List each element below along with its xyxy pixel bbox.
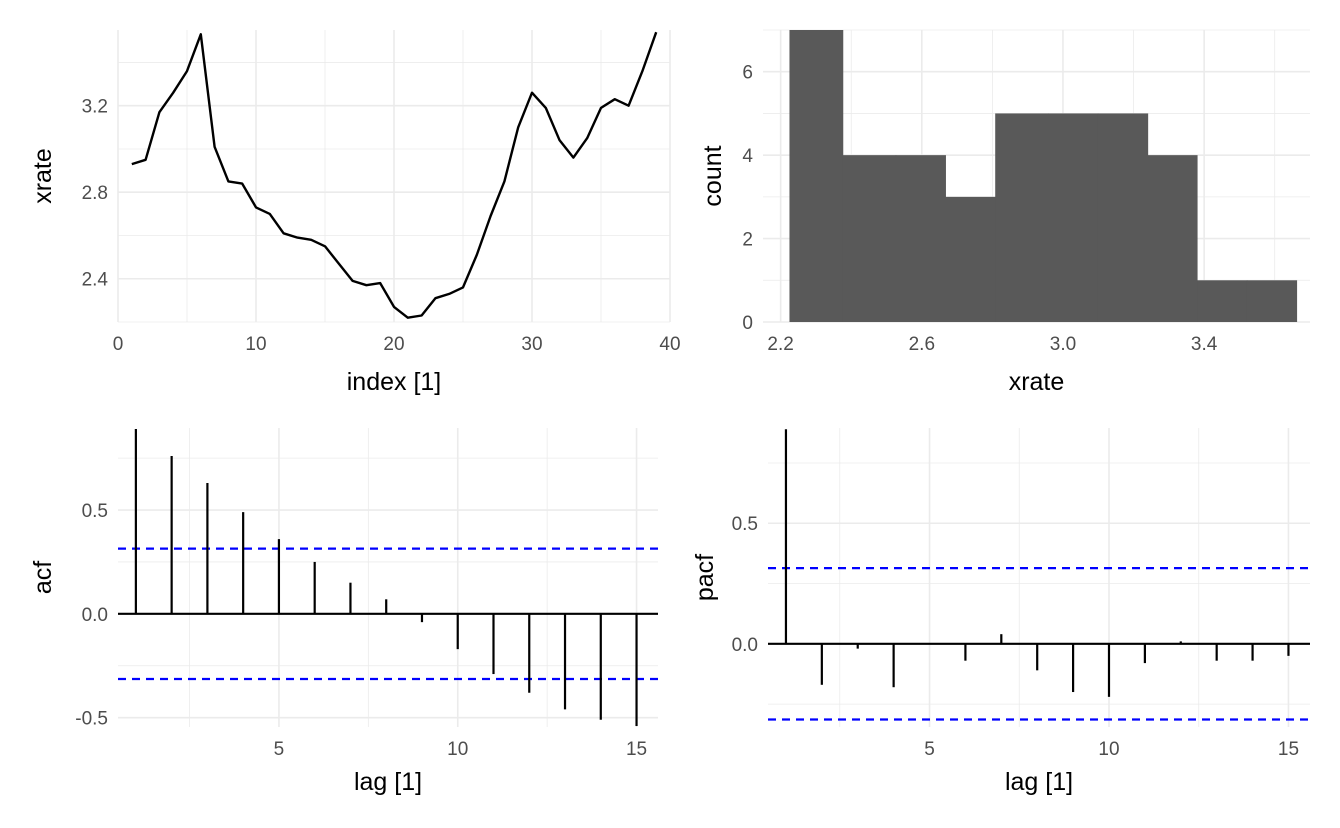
y-tick-label: 0.0 (732, 635, 758, 656)
histogram-bar (895, 155, 946, 322)
y-tick-label: 2.4 (82, 270, 109, 291)
x-tick-label: 10 (1098, 739, 1119, 760)
y-tick-label: 0.5 (732, 514, 758, 535)
histogram-panel: 2.2 2.6 3.0 3.4 0 2 4 6 xrate count (699, 29, 1310, 396)
xrate-series-line (131, 31, 658, 319)
x-axis-title: xrate (1009, 368, 1065, 396)
x-tick-label: 15 (626, 739, 647, 760)
histogram-bar (1197, 280, 1248, 322)
histogram-bar (1097, 113, 1149, 322)
y-axis-title: count (699, 145, 727, 206)
y-tick-label: 4 (742, 146, 753, 167)
x-axis-title: lag [1] (354, 768, 422, 796)
histogram-bar (945, 196, 996, 322)
x-tick-label: 15 (1278, 739, 1299, 760)
acf-plot-panel: 5 10 15 -0.5 0.0 0.5 lag [1] acf (29, 428, 658, 796)
pacf-plot-panel: 5 10 15 0.0 0.5 lag [1] pacf (691, 428, 1310, 796)
x-axis-title: lag [1] (1005, 768, 1073, 796)
y-tick-label: 2.8 (82, 183, 108, 204)
x-tick-label: 5 (924, 739, 935, 760)
histogram-bar (1147, 155, 1198, 322)
histogram-bar (842, 155, 897, 322)
x-tick-label: 20 (383, 334, 404, 355)
y-tick-label: -0.5 (75, 709, 108, 730)
y-tick-label: 0.0 (82, 605, 108, 626)
x-tick-label: 0 (113, 334, 124, 355)
y-tick-label: 0 (742, 313, 753, 334)
series-plot-panel: 0 10 20 30 40 2.4 2.8 3.2 index [1] xrate (29, 30, 681, 396)
y-axis-title: pacf (691, 554, 719, 601)
y-tick-label: 6 (742, 63, 753, 84)
x-tick-label: 10 (245, 334, 266, 355)
x-tick-label: 10 (447, 739, 468, 760)
x-tick-label: 2.6 (909, 334, 935, 355)
x-tick-label: 3.0 (1050, 334, 1076, 355)
y-axis-title: acf (29, 561, 57, 594)
histogram-bar (995, 113, 1049, 322)
histogram-bar (789, 30, 844, 322)
histogram-bar (1048, 113, 1099, 322)
x-tick-label: 3.4 (1191, 334, 1218, 355)
y-tick-label: 0.5 (82, 501, 108, 522)
x-tick-label: 30 (521, 334, 542, 355)
x-tick-label: 5 (274, 739, 285, 760)
y-axis-title: xrate (29, 148, 57, 204)
x-tick-label: 40 (659, 334, 680, 355)
histogram-bar (1246, 280, 1298, 322)
y-tick-label: 3.2 (82, 97, 108, 118)
y-tick-label: 2 (742, 230, 753, 251)
x-axis-title: index [1] (347, 368, 442, 396)
x-tick-label: 2.2 (767, 334, 793, 355)
